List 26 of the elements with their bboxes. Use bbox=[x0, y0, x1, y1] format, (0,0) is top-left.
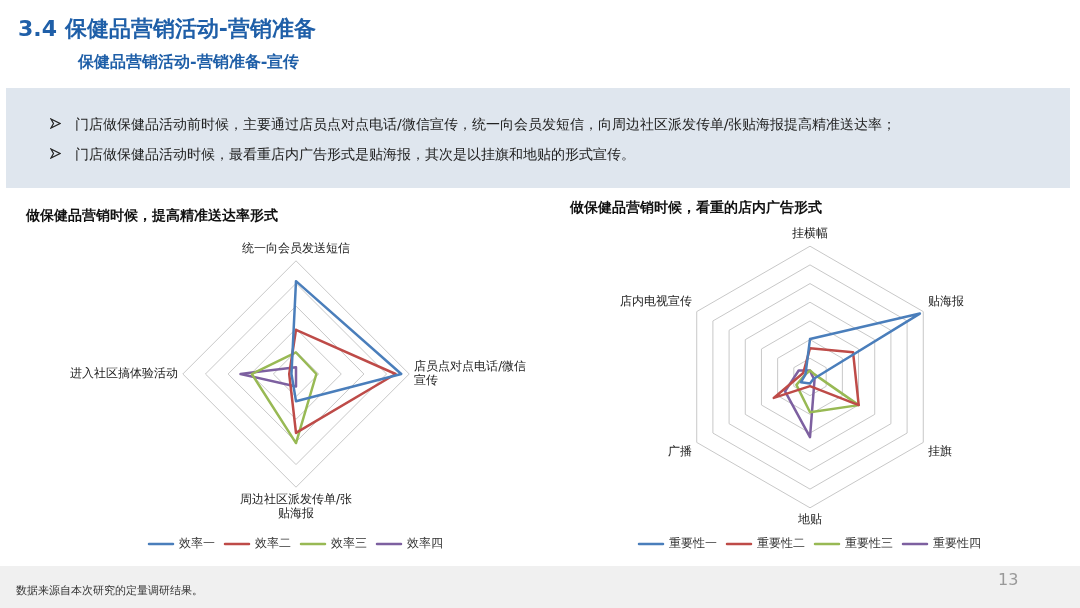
spoke-label: 挂旗 bbox=[927, 444, 952, 459]
spoke-label: 挂横幅 bbox=[792, 226, 828, 241]
spoke-label: 贴海报 bbox=[927, 294, 964, 309]
spoke-label: 店员点对点电话/微信宣传 bbox=[414, 358, 527, 388]
legend-label: 效率一 bbox=[179, 536, 215, 551]
legend-label: 重要性四 bbox=[933, 536, 981, 551]
text: 门店做保健品活动前时候，主要通过店员点对点电话/微信宣传，统一向会员发短信，向周边社区派发传单/张贴海报提高精准送达率； bbox=[75, 116, 897, 132]
text: 13 bbox=[998, 570, 1019, 589]
spoke-label: 统一向会员发送短信 bbox=[242, 240, 350, 255]
legend-label: 效率三 bbox=[331, 536, 367, 551]
text: 保健品营销活动-营销准备-宣传 bbox=[78, 52, 300, 73]
spoke-label: 进入社区搞体验活动 bbox=[69, 366, 178, 381]
text: 3.4 保健品营销活动-营销准备 bbox=[18, 15, 316, 43]
spoke-label: 地贴 bbox=[797, 512, 822, 527]
text: 门店做保健品活动时候，最看重店内广告形式是贴海报，其次是以挂旗和地贴的形式宣传。 bbox=[75, 146, 635, 162]
text: 数据来源自本次研究的定量调研结果。 bbox=[16, 583, 203, 598]
chart-title: 做保健品营销时候，提高精准送达率形式 bbox=[25, 207, 278, 224]
legend-label: 效率二 bbox=[255, 536, 291, 551]
chart-title: 做保健品营销时候，看重的店内广告形式 bbox=[569, 199, 822, 216]
legend-label: 效率四 bbox=[407, 536, 443, 551]
spoke-label: 店内电视宣传 bbox=[620, 294, 693, 309]
legend-label: 重要性二 bbox=[757, 536, 805, 551]
legend-label: 重要性三 bbox=[845, 536, 893, 551]
spoke-label: 周边社区派发传单/张贴海报 bbox=[239, 491, 353, 520]
legend-label: 重要性一 bbox=[669, 536, 717, 551]
spoke-label: 广播 bbox=[668, 444, 693, 459]
